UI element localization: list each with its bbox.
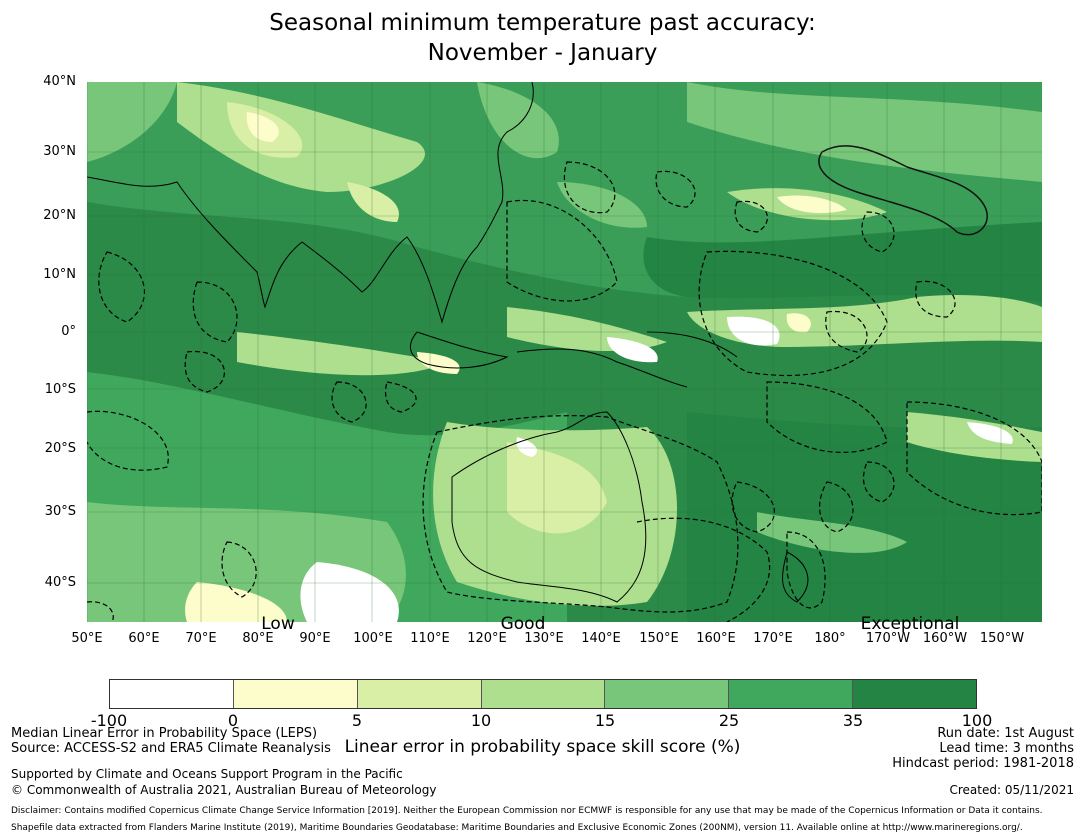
metric-note: Median Linear Error in Probability Space… <box>11 726 318 741</box>
title-line-2: November - January <box>427 40 658 66</box>
lat-label-20s: 20°S <box>44 441 76 456</box>
lat-label-20n: 20°N <box>43 208 76 223</box>
lead-time: Lead time: 3 months <box>939 741 1074 756</box>
colorbar-tick: 100 <box>961 711 993 730</box>
graticule <box>87 82 1042 622</box>
coastlines <box>87 82 809 603</box>
lat-label-40n: 40°N <box>43 74 76 89</box>
lon-label-160e: 160°E <box>696 631 736 646</box>
lon-label-180: 180° <box>814 631 846 646</box>
colorbar-segment <box>233 680 358 708</box>
lon-label-170e: 170°E <box>753 631 793 646</box>
lon-label-60e: 60°E <box>128 631 160 646</box>
created-date: Created: 05/11/2021 <box>949 783 1074 797</box>
colorbar-segment <box>357 680 482 708</box>
lat-label-equator: 0° <box>61 324 76 339</box>
colorbar-segment <box>729 680 854 708</box>
lon-label-100e: 100°E <box>353 631 393 646</box>
colorbar-segment <box>110 680 234 708</box>
skill-label-low: Low <box>261 614 295 634</box>
lat-label-30n: 30°N <box>43 144 76 159</box>
colorbar-segment <box>481 680 606 708</box>
hindcast-period: Hindcast period: 1981-2018 <box>892 756 1074 771</box>
chart-title: Seasonal minimum temperature past accura… <box>0 8 1085 68</box>
lat-label-40s: 40°S <box>44 575 76 590</box>
colorbar-tick: 25 <box>718 711 740 730</box>
colorbar-tick: 35 <box>842 711 864 730</box>
colorbar-tick: 0 <box>227 711 239 730</box>
support-note: Supported by Climate and Oceans Support … <box>11 767 403 781</box>
lat-label-10n: 10°N <box>43 267 76 282</box>
lon-label-90e: 90°E <box>299 631 331 646</box>
lat-label-10s: 10°S <box>44 382 76 397</box>
lon-label-120e: 120°E <box>467 631 507 646</box>
copyright-note: © Commonwealth of Australia 2021, Austra… <box>11 783 437 797</box>
colorbar <box>109 679 977 709</box>
skill-field <box>87 82 1042 622</box>
colorbar-segment <box>605 680 730 708</box>
colorbar-tick: 15 <box>594 711 616 730</box>
lon-label-170w: 170°W <box>865 631 911 646</box>
title-line-1: Seasonal minimum temperature past accura… <box>269 10 816 36</box>
colorbar-segment <box>853 680 977 708</box>
eez-boundaries <box>87 161 1042 622</box>
colorbar-tick: 5 <box>351 711 363 730</box>
colorbar-tick: -100 <box>90 711 128 730</box>
skill-label-exceptional: Exceptional <box>860 614 960 634</box>
source-note: Source: ACCESS-S2 and ERA5 Climate Reana… <box>11 741 331 756</box>
lon-label-140e: 140°E <box>581 631 621 646</box>
lon-label-150w: 150°W <box>979 631 1025 646</box>
lon-label-160w: 160°W <box>922 631 968 646</box>
colorbar-tick: 10 <box>470 711 492 730</box>
map-graphic <box>87 82 1042 622</box>
disclaimer: Disclaimer: Contains modified Copernicus… <box>11 806 1043 816</box>
skill-map <box>87 82 1042 622</box>
lon-label-110e: 110°E <box>410 631 450 646</box>
colorbar-label: Linear error in probability space skill … <box>344 737 741 757</box>
shapefile-credit: Shapefile data extracted from Flanders M… <box>11 823 1023 833</box>
run-date: Run date: 1st August <box>937 726 1074 741</box>
lon-label-150e: 150°E <box>639 631 679 646</box>
lon-label-70e: 70°E <box>185 631 217 646</box>
lon-label-80e: 80°E <box>242 631 274 646</box>
lat-label-30s: 30°S <box>44 504 76 519</box>
hawaii-eez-outline <box>818 145 988 236</box>
lon-label-50e: 50°E <box>71 631 103 646</box>
skill-label-good: Good <box>500 614 546 634</box>
lon-label-130e: 130°E <box>524 631 564 646</box>
